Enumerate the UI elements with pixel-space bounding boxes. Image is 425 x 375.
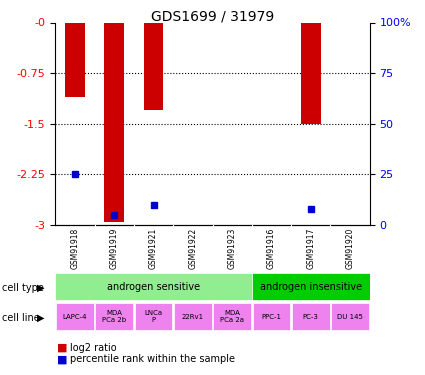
Text: 22Rv1: 22Rv1: [182, 314, 204, 320]
Text: MDA
PCa 2b: MDA PCa 2b: [102, 310, 126, 323]
Text: ■: ■: [57, 343, 68, 353]
Bar: [331, 303, 369, 330]
Bar: [252, 273, 370, 300]
Text: GDS1699 / 31979: GDS1699 / 31979: [151, 9, 274, 23]
Text: GSM91916: GSM91916: [267, 228, 276, 269]
Text: GSM91921: GSM91921: [149, 228, 158, 269]
Text: LNCa
P: LNCa P: [144, 310, 163, 323]
Bar: [252, 303, 290, 330]
Bar: [135, 303, 173, 330]
Bar: [95, 303, 133, 330]
Bar: [55, 273, 252, 300]
Text: androgen sensitive: androgen sensitive: [107, 282, 200, 292]
Text: ▶: ▶: [37, 313, 45, 322]
Text: PC-3: PC-3: [303, 314, 319, 320]
Text: ▶: ▶: [37, 283, 45, 292]
Text: GSM91918: GSM91918: [71, 228, 79, 269]
Text: log2 ratio: log2 ratio: [70, 343, 117, 353]
Text: cell line: cell line: [2, 313, 40, 322]
Text: GSM91920: GSM91920: [346, 228, 354, 269]
Bar: [174, 303, 212, 330]
Text: GSM91923: GSM91923: [228, 228, 237, 269]
Text: percentile rank within the sample: percentile rank within the sample: [70, 354, 235, 364]
Text: GSM91919: GSM91919: [110, 228, 119, 269]
Bar: [105, 22, 124, 222]
Text: PPC-1: PPC-1: [261, 314, 281, 320]
Bar: [56, 303, 94, 330]
Text: cell type: cell type: [2, 283, 44, 292]
Bar: [213, 303, 251, 330]
Text: MDA
PCa 2a: MDA PCa 2a: [220, 310, 244, 323]
Bar: [301, 22, 320, 124]
Bar: [65, 22, 85, 97]
Text: LAPC-4: LAPC-4: [62, 314, 87, 320]
Text: androgen insensitive: androgen insensitive: [260, 282, 362, 292]
Text: GSM91917: GSM91917: [306, 228, 315, 269]
Text: ■: ■: [57, 354, 68, 364]
Bar: [292, 303, 330, 330]
Bar: [144, 22, 163, 110]
Text: DU 145: DU 145: [337, 314, 363, 320]
Text: GSM91922: GSM91922: [188, 228, 197, 269]
